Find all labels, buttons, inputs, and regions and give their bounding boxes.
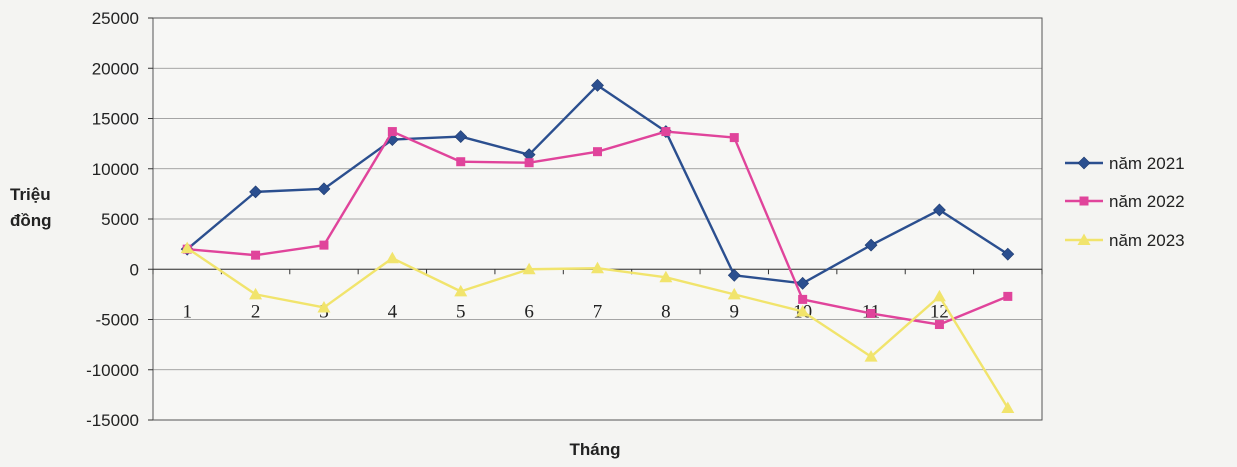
y-tick-label: 20000: [92, 59, 139, 78]
y-tick-label: 25000: [92, 9, 139, 28]
data-point: [796, 304, 810, 317]
y-tick-label: 0: [130, 260, 139, 279]
data-point: [522, 262, 536, 275]
data-point: [661, 127, 671, 137]
legend: năm 2021 năm 2022 năm 2023: [1065, 154, 1185, 250]
data-point: [180, 241, 194, 254]
data-point: [249, 185, 263, 199]
data-point: [864, 238, 878, 252]
x-tick-label: 5: [456, 301, 466, 322]
data-point: [727, 268, 741, 282]
y-tick-label: -15000: [86, 411, 139, 430]
x-tick-label: 8: [661, 301, 671, 322]
data-point: [456, 157, 466, 167]
data-point: [1003, 291, 1013, 301]
data-point: [319, 240, 329, 250]
data-point: [454, 130, 468, 144]
y-tick-label: 15000: [92, 110, 139, 129]
legend-marker: [1079, 196, 1089, 206]
legend-item: năm 2022: [1065, 192, 1185, 211]
x-tick-label: 9: [730, 301, 740, 322]
y-tick-label: 5000: [101, 210, 139, 229]
legend-label: năm 2021: [1109, 154, 1185, 173]
y-tick-label: -5000: [96, 311, 139, 330]
legend-marker: [1077, 156, 1091, 170]
data-point: [866, 308, 876, 318]
data-point: [934, 320, 944, 330]
data-point: [317, 182, 331, 196]
data-point: [1001, 401, 1015, 413]
legend-label: năm 2022: [1109, 192, 1185, 211]
data-point: [1001, 247, 1015, 261]
data-point: [591, 78, 604, 92]
y-axis-label: Triệu đồng: [10, 185, 52, 230]
data-point: [591, 261, 604, 274]
y-tick-labels: 25000 20000 15000 10000 5000 0 -5000 -10000 -150…: [86, 9, 139, 430]
data-point: [524, 158, 534, 168]
data-point: [317, 300, 331, 313]
x-tick-label: 2: [251, 301, 261, 322]
data-point: [454, 284, 468, 297]
series-2: [182, 127, 1013, 330]
x-tick-label: 12: [930, 301, 949, 322]
data-point: [798, 294, 808, 304]
y-tick-label: -10000: [86, 361, 139, 380]
legend-marker: [1077, 233, 1091, 245]
x-tick-labels: 123456789101112: [182, 301, 948, 322]
series-lines: [180, 78, 1015, 413]
x-tick-label: 7: [593, 301, 603, 322]
legend-label: năm 2023: [1109, 231, 1185, 250]
data-point: [796, 276, 810, 290]
data-point: [729, 133, 739, 143]
y-tick-label: 10000: [92, 160, 139, 179]
x-tick-label: 1: [182, 301, 192, 322]
data-point: [387, 127, 397, 137]
legend-item: năm 2023: [1065, 231, 1185, 250]
legend-item: năm 2021: [1065, 154, 1185, 173]
data-point: [249, 287, 263, 300]
x-tick-label: 4: [388, 301, 398, 322]
data-point: [385, 251, 399, 264]
series-3: [180, 241, 1015, 413]
y-axis-label-line-1: Triệu: [10, 185, 51, 204]
data-point: [659, 270, 673, 283]
data-point: [251, 250, 261, 260]
x-axis-label: Tháng: [570, 440, 621, 459]
data-point: [727, 287, 741, 300]
x-tick-label: 6: [524, 301, 534, 322]
data-point: [593, 147, 602, 157]
data-point: [932, 203, 946, 217]
y-axis-label-line-2: đồng: [10, 211, 52, 230]
data-point: [864, 350, 878, 362]
data-point: [932, 289, 946, 302]
